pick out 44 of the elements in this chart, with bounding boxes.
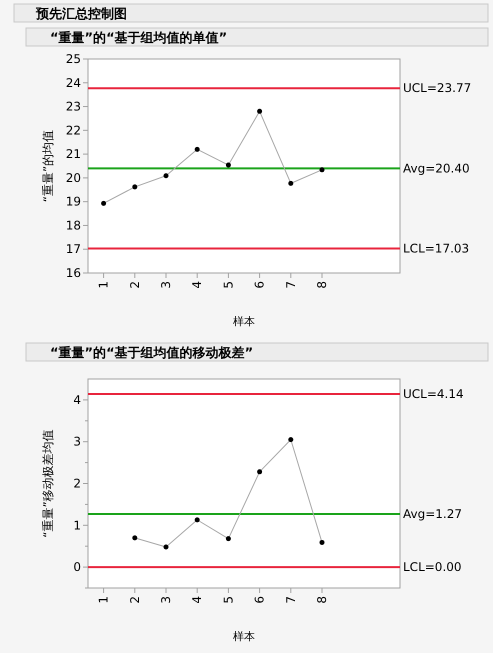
ref-line-label: LCL=17.03 [403, 242, 470, 256]
y-tick-label: 20 [66, 170, 81, 185]
y-tick-label: 1 [73, 518, 81, 532]
y-tick-label: 22 [66, 123, 81, 138]
chart-subtitle: “重量”的“基于组均值的单值” [50, 30, 228, 46]
y-tick-label: 2 [73, 476, 81, 490]
x-axis-title: 样本 [233, 315, 255, 328]
x-tick-label: 5 [221, 281, 236, 289]
x-tick-label: 8 [315, 596, 329, 604]
x-tick-label: 4 [190, 281, 204, 289]
x-tick-label: 6 [252, 596, 267, 604]
x-tick-label: 7 [284, 281, 298, 289]
y-tick-label: 23 [66, 100, 81, 114]
y-tick-label: 17 [66, 242, 81, 256]
x-tick-label: 4 [190, 596, 204, 604]
x-tick-label: 8 [315, 281, 329, 289]
x-tick-label: 2 [128, 596, 142, 604]
y-tick-label: 21 [66, 147, 81, 162]
y-tick-label: 4 [73, 392, 81, 407]
chart-title: 预先汇总控制图 [35, 6, 127, 22]
x-tick-label: 3 [159, 281, 173, 289]
ref-line-label: LCL=0.00 [403, 560, 462, 574]
y-tick-label: 16 [66, 266, 81, 280]
x-tick-label: 2 [128, 281, 142, 289]
y-axis-title: “重量”移动极差均值 [41, 429, 55, 538]
y-axis-title: “重量”的均值 [41, 130, 55, 202]
ref-line-label: Avg=20.40 [403, 161, 470, 176]
x-tick-label: 7 [284, 596, 298, 604]
y-tick-label: 3 [73, 434, 81, 449]
x-tick-label: 6 [252, 281, 267, 289]
chart-title: “重量”的“基于组均值的移动极差” [50, 345, 254, 361]
x-axis-title: 样本 [233, 630, 255, 643]
ref-line-label: UCL=4.14 [403, 387, 464, 402]
ref-line-label: Avg=1.27 [403, 507, 462, 522]
x-tick-label: 5 [221, 596, 236, 604]
y-tick-label: 24 [66, 76, 81, 90]
y-tick-label: 19 [66, 194, 81, 209]
x-tick-label: 1 [96, 281, 111, 289]
x-tick-label: 1 [96, 596, 111, 604]
y-tick-label: 25 [66, 52, 81, 66]
ref-line-label: UCL=23.77 [403, 81, 472, 96]
y-tick-label: 18 [66, 218, 81, 232]
x-tick-label: 3 [159, 596, 173, 604]
y-tick-label: 0 [73, 560, 81, 574]
